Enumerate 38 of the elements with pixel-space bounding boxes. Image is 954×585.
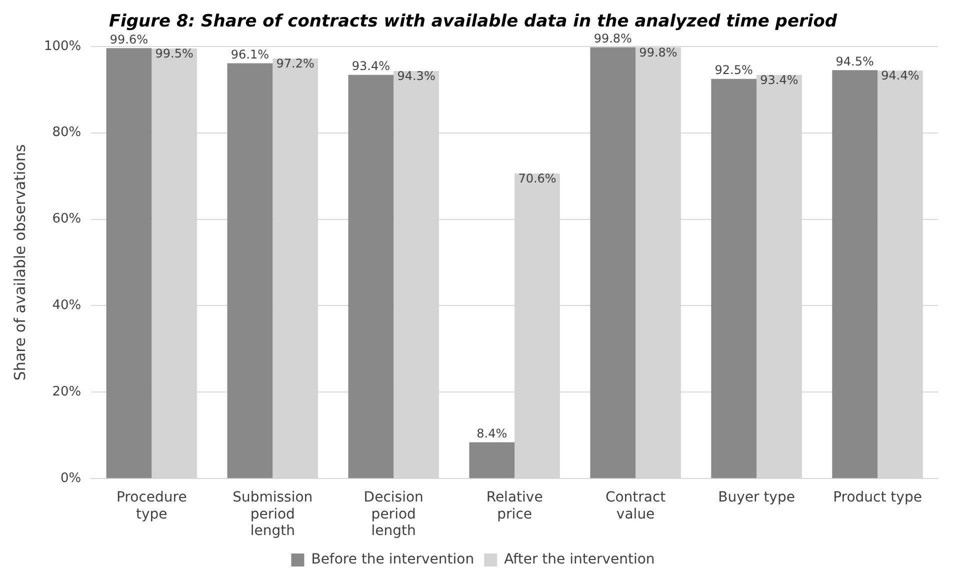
- x-tick-label: Decision period length: [364, 490, 424, 540]
- x-tick-label: Product type: [833, 490, 922, 506]
- y-tick-label: 0%: [60, 470, 82, 486]
- data-label: 8.4%: [476, 426, 508, 440]
- data-label: 99.8%: [639, 45, 678, 60]
- bar: [469, 442, 515, 478]
- chart-title: Figure 8: Share of contracts with available data in the analyzed time period: [108, 12, 838, 32]
- y-tick-label: 60%: [52, 212, 82, 227]
- x-tick-label: Relative price: [486, 490, 543, 522]
- bar: [348, 74, 394, 478]
- data-label: 97.2%: [276, 56, 314, 71]
- y-tick-label: 20%: [52, 384, 82, 400]
- bar: [227, 63, 273, 478]
- bar: [590, 47, 636, 478]
- y-tick-label: 100%: [44, 38, 82, 54]
- data-label: 96.1%: [230, 47, 270, 62]
- data-label: 92.5%: [714, 62, 753, 77]
- data-label: 94.3%: [397, 69, 436, 84]
- data-label: 99.5%: [155, 46, 194, 61]
- data-label: 70.6%: [518, 172, 556, 186]
- x-tick-label: Buyer type: [718, 490, 795, 506]
- x-tick-label: Submission period length: [232, 490, 313, 540]
- x-tick-label: Procedure type: [116, 490, 187, 522]
- data-label: 99.6%: [110, 32, 148, 46]
- x-tick-label: Contract value: [605, 490, 666, 522]
- y-tick-label: 80%: [52, 125, 82, 140]
- data-label: 93.4%: [352, 59, 390, 74]
- bar: [106, 48, 152, 478]
- data-label: 94.4%: [881, 68, 920, 83]
- data-label: 93.4%: [760, 73, 798, 88]
- data-label: 94.5%: [836, 54, 874, 68]
- bar: [711, 78, 757, 478]
- legend-label: Before the intervention: [311, 552, 474, 568]
- legend-label: After the intervention: [504, 552, 655, 568]
- data-label: 99.8%: [594, 31, 632, 46]
- y-tick-label: 40%: [52, 298, 82, 314]
- bar: [832, 70, 878, 478]
- y-axis-title: Share of available observations: [10, 144, 29, 381]
